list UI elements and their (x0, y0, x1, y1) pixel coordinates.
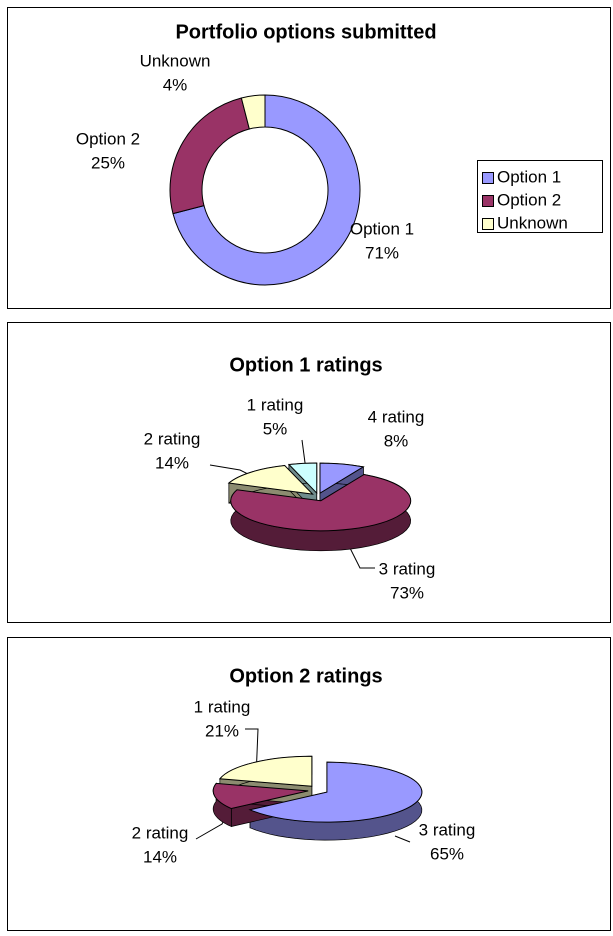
pie-slice (218, 755, 313, 787)
legend: Option 1 Option 2 Unknown (477, 160, 603, 233)
data-label-name: Option 2 (76, 129, 140, 148)
pie (227, 462, 412, 552)
legend-frame (477, 160, 603, 233)
legend-label: Option 1 (497, 167, 561, 186)
pie-slice (227, 465, 314, 495)
data-label-name: 1 rating (247, 395, 304, 414)
data-label-name: 3 rating (419, 820, 476, 839)
data-label-value: 14% (143, 847, 177, 866)
data-label-name: Option 1 (350, 219, 414, 238)
pie-slice (248, 761, 423, 823)
legend-swatch (482, 195, 494, 207)
legend-swatch (482, 172, 494, 184)
data-label-value: 5% (263, 419, 288, 438)
data-label-name: 4 rating (368, 407, 425, 426)
data-label-name: 1 rating (194, 697, 251, 716)
data-label-value: 73% (390, 583, 424, 602)
data-label-name: 3 rating (379, 559, 436, 578)
donut-slice (240, 94, 266, 130)
data-label-name: 2 rating (132, 823, 189, 842)
chart-title: Portfolio options submitted (175, 21, 436, 43)
data-label-value: 25% (91, 153, 125, 172)
data-label-value: 21% (205, 721, 239, 740)
pie-slice (287, 462, 318, 495)
leader-line (394, 835, 411, 843)
legend-label: Option 2 (497, 190, 561, 209)
legend-label: Unknown (497, 213, 568, 232)
legend-swatch (482, 218, 494, 230)
data-label-value: 14% (155, 453, 189, 472)
pie (212, 755, 423, 841)
pie-slice (230, 473, 412, 532)
data-label-name: 2 rating (144, 429, 201, 448)
chart-title: Option 1 ratings (229, 354, 382, 376)
data-label-value: 65% (430, 844, 464, 863)
data-label-name: Unknown (140, 51, 211, 70)
data-label-value: 8% (384, 431, 409, 450)
pie-slice (319, 462, 365, 495)
data-label-value: 71% (365, 243, 399, 262)
donut-slice (172, 94, 361, 286)
data-label-value: 4% (163, 75, 188, 94)
chart-title: Option 2 ratings (229, 665, 382, 687)
pie-slice (212, 782, 309, 810)
